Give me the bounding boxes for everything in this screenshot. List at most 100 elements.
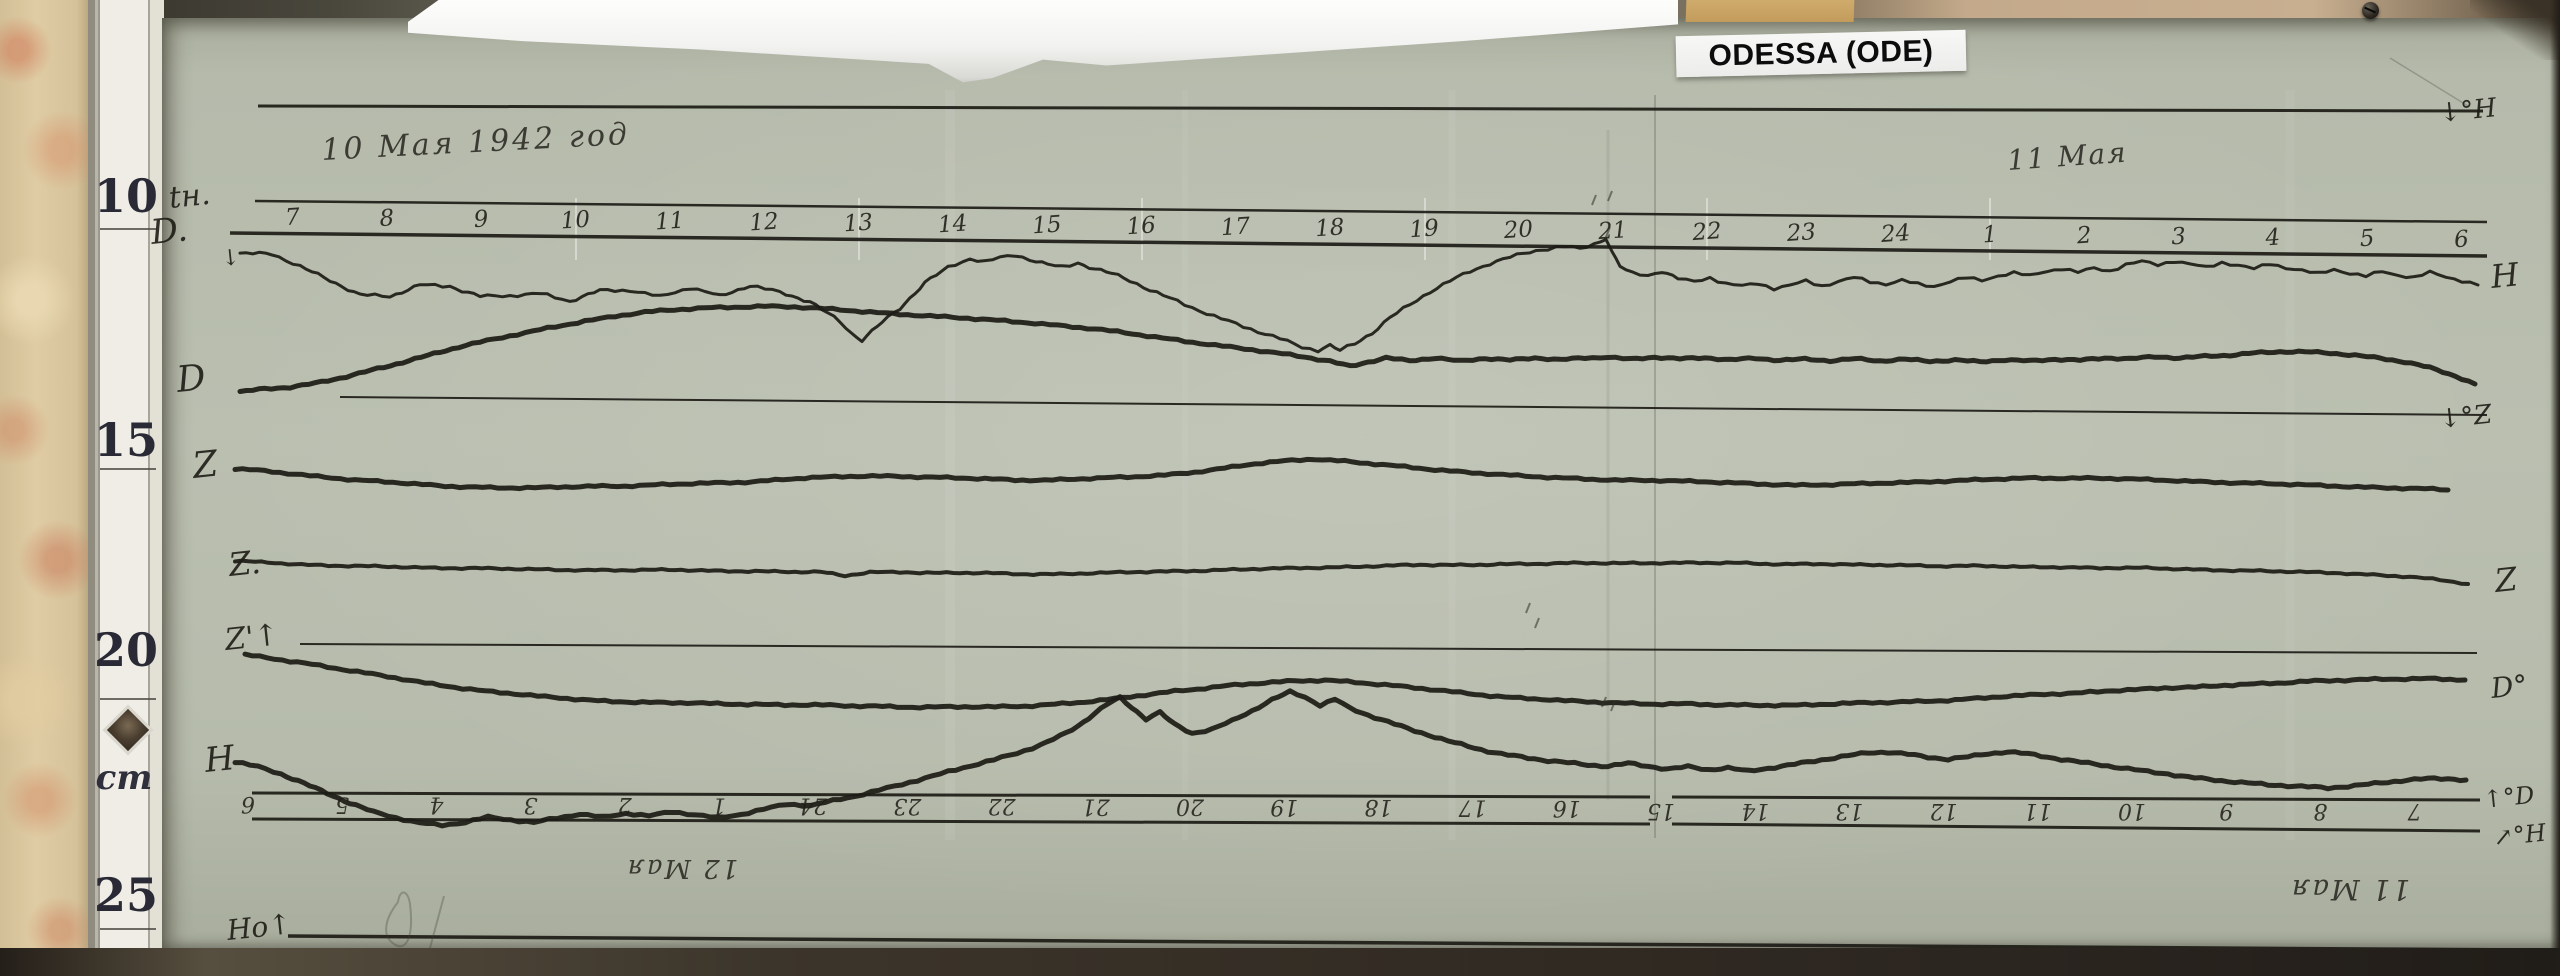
trace-label-left-Z: Z.: [226, 543, 263, 584]
bottom-hour-18: 18: [1364, 794, 1392, 819]
trace-label-right-H: ↗°H: [2492, 818, 2549, 852]
bottom-hour-11: 11: [2024, 798, 2052, 823]
top-hour-10: 10: [560, 207, 591, 235]
bottom-hour-14: 14: [1741, 798, 1769, 823]
bottom-hour-13: 13: [1835, 798, 1863, 823]
top-hour-9: 9: [473, 206, 489, 233]
tan-sticker: [1685, 0, 1855, 22]
bottom-hour-2: 2: [618, 792, 633, 817]
trace-label-right-H: ↓°H: [2438, 93, 2500, 129]
top-hour-1: 1: [1982, 221, 1998, 248]
trace-label-left-Но: Но↑: [224, 907, 293, 947]
bottom-hour-23: 23: [893, 793, 922, 818]
top-hour-18: 18: [1314, 214, 1345, 242]
ruler-unit-label: cm: [95, 758, 153, 798]
Z-zero-line: [339, 396, 2488, 416]
bottom-hour-22: 22: [988, 793, 1017, 818]
bottom-scale-1b: [1671, 795, 2481, 802]
trace-label-left-: ↓: [220, 245, 241, 272]
handwritten-notes: 10 Мая 1942 год 11 Мая 12 Мая 11 Мая: [321, 117, 2411, 906]
top-hour-5: 5: [2359, 225, 2375, 252]
trace-Z-main: [232, 456, 2451, 493]
hour-scale: [229, 231, 2488, 258]
pencil-scribble: [385, 891, 445, 949]
trace-label-left-tн: tн.: [167, 177, 212, 216]
ruler-divider: [100, 698, 156, 700]
trace-Z-second: [233, 558, 2470, 586]
top-hour-20: 20: [1502, 216, 1534, 244]
traces: [232, 238, 2480, 829]
ruler-divider: [100, 928, 156, 930]
ruler-mark-20: 20: [93, 623, 158, 677]
bottom-hour-scale: 6 5 4 3 2 1 24 23 22 21 20 19 18 17 16 15 14 13 12 11 10 9 8 7: [241, 791, 2422, 823]
trace-declination-thick: [237, 303, 2478, 394]
top-hour-23: 23: [1785, 219, 1817, 247]
trace-label-left-D: D: [174, 357, 208, 401]
bottom-scale-2b: [1671, 822, 2481, 833]
ruler-mark-10: 10: [93, 169, 158, 223]
ruler-divider: [100, 468, 156, 470]
trace-label-right-D: ↑°D: [2482, 781, 2536, 814]
bottom-hour-10: 10: [2118, 798, 2146, 823]
bottom-hour-3: 3: [524, 792, 538, 817]
bottom-hour-8: 8: [2313, 798, 2327, 823]
bottom-hour-21: 21: [1082, 793, 1111, 818]
photo-right-edge: [2550, 0, 2560, 976]
bottom-hour-19: 19: [1270, 794, 1298, 819]
trace-declination-upper-thin: [238, 238, 2480, 354]
handwritten-note: 12 Мая: [626, 853, 739, 883]
top-hour-12: 12: [748, 208, 779, 236]
bottom-hour-12: 12: [1930, 798, 1958, 823]
ruler-divider: [100, 228, 156, 230]
trace-label-right: ↓°H H ↓°Z Z D° ↑°D ↗°H: [2438, 93, 2549, 852]
station-label: ODESSA (ODE): [1675, 29, 1967, 78]
bottom-scale-1a: [251, 791, 1651, 799]
top-hour-22: 22: [1691, 218, 1723, 246]
ruler-mark-25: 25: [93, 868, 158, 922]
bottom-hour-1: 1: [712, 792, 726, 817]
t-baseline: [254, 199, 2488, 224]
top-hour-24: 24: [1879, 220, 1911, 248]
top-hour-19: 19: [1409, 215, 1440, 243]
trace-label-left-Z: Z'↑: [222, 617, 281, 658]
top-hour-4: 4: [2264, 224, 2281, 251]
scale-lines: [229, 104, 2533, 952]
top-hour-13: 13: [843, 209, 874, 237]
paper-streaks: [575, 57, 2469, 840]
screw-icon: [2362, 2, 2379, 19]
trace-H-bottom: [232, 688, 2469, 829]
handwritten-note: 11 Мая: [2006, 136, 2128, 177]
bottom-frame: [287, 934, 2533, 952]
ruler-inner-line: [148, 0, 150, 976]
top-hour-14: 14: [937, 210, 968, 238]
wallpaper-strip: [0, 0, 90, 976]
cm-ruler: 10 15 20 25 cm: [88, 0, 164, 976]
bottom-hour-9: 9: [2219, 798, 2233, 823]
top-hour-2: 2: [2075, 222, 2092, 249]
trace-label-left: tн.D. ↓ DZ Z. Z'↑ H Но↑: [148, 177, 293, 947]
trace-label-right-Z: Z: [2492, 560, 2520, 600]
bottom-hour-6: 6: [241, 791, 255, 816]
top-hour-6: 6: [2453, 226, 2469, 253]
station-label-text: ODESSA (ODE): [1708, 33, 1934, 73]
top-hour-8: 8: [379, 205, 395, 232]
top-hour-15: 15: [1031, 211, 1062, 239]
top-hour-7: 7: [284, 204, 301, 231]
bottom-hour-16: 16: [1553, 795, 1581, 820]
top-hour-17: 17: [1220, 213, 1251, 241]
top-hour-16: 16: [1126, 212, 1157, 240]
bottom-hour-20: 20: [1176, 794, 1205, 819]
bottom-hour-15: 15: [1647, 798, 1675, 823]
bottom-hour-4: 4: [429, 792, 444, 817]
pencil-marks: [385, 190, 1616, 949]
ruler-mark-15: 15: [93, 413, 158, 467]
handwritten-note: 11 Мая: [2290, 873, 2410, 906]
top-hour-3: 3: [2170, 223, 2186, 250]
top-hour-11: 11: [654, 208, 685, 236]
trace-label-left-D: D.: [148, 209, 190, 253]
trace-label-right-H: H: [2488, 255, 2522, 296]
trace-label-right-Z: ↓°Z: [2438, 400, 2495, 435]
table-edge: [0, 948, 2560, 976]
